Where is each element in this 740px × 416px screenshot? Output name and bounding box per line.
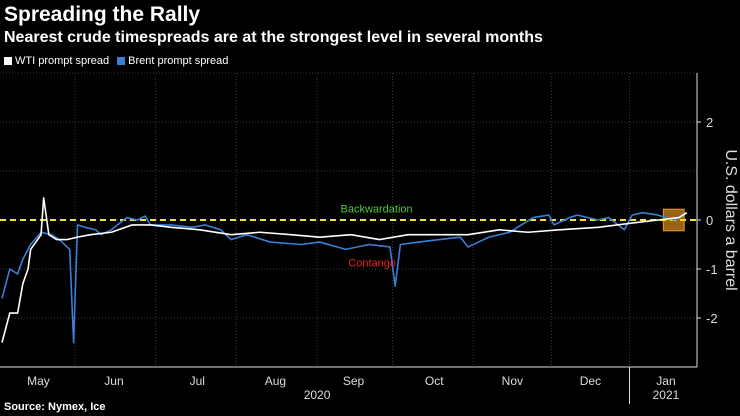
chart-title: Spreading the Rally — [4, 3, 201, 26]
legend-swatch-wti — [4, 57, 12, 66]
series-line-wti — [1, 197, 688, 343]
series-line-brent — [1, 211, 688, 344]
y-tick-label: 0 — [706, 213, 713, 228]
y-tick-label: -2 — [706, 311, 718, 326]
legend-label-brent: Brent prompt spread — [128, 55, 229, 67]
x-tick-label: Aug — [265, 374, 286, 388]
x-tick-label: Jan — [656, 374, 675, 388]
annotation: Contango — [348, 258, 396, 270]
chart-labels: 2 0 -1 -2 May Jun Jul Aug Sep Oct Nov Dec Jan 2020 202… — [27, 115, 739, 402]
source-note: Source: Nymex, Ice — [4, 401, 106, 413]
legend-item-brent: Brent prompt spread — [117, 55, 228, 67]
x-tick-label: Jun — [104, 374, 123, 388]
grid — [0, 72, 701, 404]
legend: WTI prompt spread Brent prompt spread — [4, 55, 228, 67]
x-tick-label: Oct — [425, 374, 444, 388]
chart-subtitle: Nearest crude timespreads are at the str… — [4, 29, 543, 46]
y-tick-label: -1 — [706, 262, 718, 277]
year-label: 2021 — [653, 388, 680, 402]
x-tick-label: Jul — [190, 374, 205, 388]
legend-item-wti: WTI prompt spread — [4, 55, 109, 67]
y-tick-label: 2 — [706, 115, 713, 130]
legend-label-wti: WTI prompt spread — [15, 55, 110, 67]
x-tick-label: Nov — [502, 374, 523, 388]
year-label: 2020 — [304, 388, 331, 402]
x-tick-label: Sep — [343, 374, 365, 388]
x-tick-label: Dec — [580, 374, 601, 388]
annotation: Backwardation — [340, 204, 412, 216]
y-axis-label: U.S. dollars a barrel — [722, 149, 739, 290]
x-tick-label: May — [27, 374, 50, 388]
chart-marks — [0, 197, 697, 344]
legend-swatch-brent — [117, 57, 126, 66]
